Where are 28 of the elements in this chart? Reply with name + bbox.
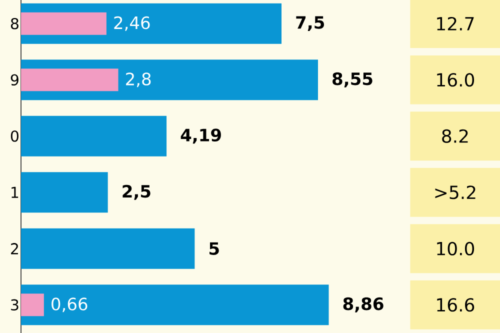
text: 10.0 (437, 242, 474, 256)
bar (21, 284, 329, 326)
text: 16.0 (437, 73, 474, 87)
bar (21, 116, 167, 156)
data-label: 5 (210, 242, 219, 255)
y-tick-label: 9 (10, 74, 18, 86)
bar (21, 68, 118, 92)
bar (21, 172, 108, 213)
data-label: 2,8 (126, 72, 151, 88)
y-tick-label: 3 (11, 299, 18, 311)
data-label: 4,19 (180, 128, 221, 144)
data-label: 2,5 (122, 184, 150, 200)
y-tick-label: 8 (10, 18, 18, 30)
data-label: 2,46 (114, 16, 150, 31)
y-tick-label: 1 (12, 186, 18, 198)
bar (21, 294, 44, 316)
y-tick-label: 0 (10, 130, 18, 142)
y-tick-label: 2 (11, 243, 18, 254)
bar (21, 228, 195, 269)
text: 16.6 (437, 298, 474, 312)
text: 8.2 (442, 129, 468, 143)
bar (21, 12, 106, 35)
data-label: 7,5 (296, 16, 324, 32)
text: 12.7 (437, 16, 474, 30)
data-label: 8,86 (343, 297, 384, 312)
text: >5.2 (435, 186, 476, 200)
data-label: 0,66 (52, 298, 88, 312)
data-label: 8,55 (332, 72, 372, 88)
